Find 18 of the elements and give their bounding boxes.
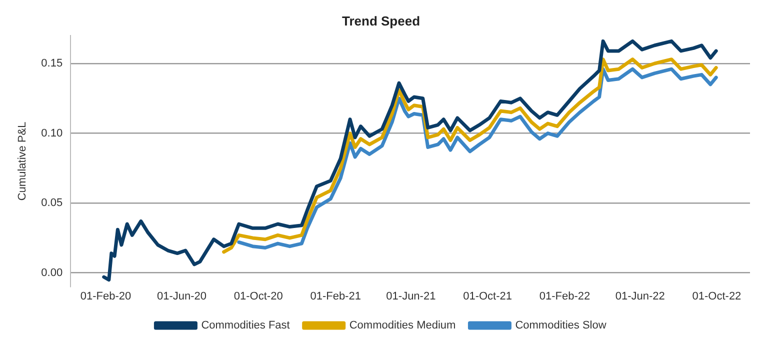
x-tick-label: 01-Feb-22 bbox=[539, 290, 590, 302]
legend-label: Commodities Slow bbox=[515, 320, 606, 332]
x-tick-label: 01-Oct-20 bbox=[234, 290, 283, 302]
x-tick-label: 01-Jun-21 bbox=[386, 290, 436, 302]
y-tick-label: 0.10 bbox=[41, 127, 63, 140]
x-tick-label: 01-Jun-22 bbox=[615, 290, 665, 302]
x-tick-label: 01-Oct-21 bbox=[463, 290, 512, 302]
chart-title: Trend Speed bbox=[342, 13, 420, 28]
y-tick-label: 0.00 bbox=[41, 266, 63, 279]
x-tick-label: 01-Feb-20 bbox=[80, 290, 132, 302]
x-tick-label: 01-Jun-20 bbox=[156, 290, 207, 302]
x-tick-label: 01-Oct-22 bbox=[692, 290, 742, 302]
legend-label: Commodities Medium bbox=[349, 320, 456, 332]
x-tick-label: 01-Feb-21 bbox=[310, 290, 361, 302]
y-tick-label: 0.15 bbox=[41, 58, 63, 70]
legend-label: Commodities Fast bbox=[201, 320, 290, 332]
y-axis-title: Cumulative P&L bbox=[16, 122, 29, 201]
y-tick-label: 0.05 bbox=[41, 197, 63, 210]
